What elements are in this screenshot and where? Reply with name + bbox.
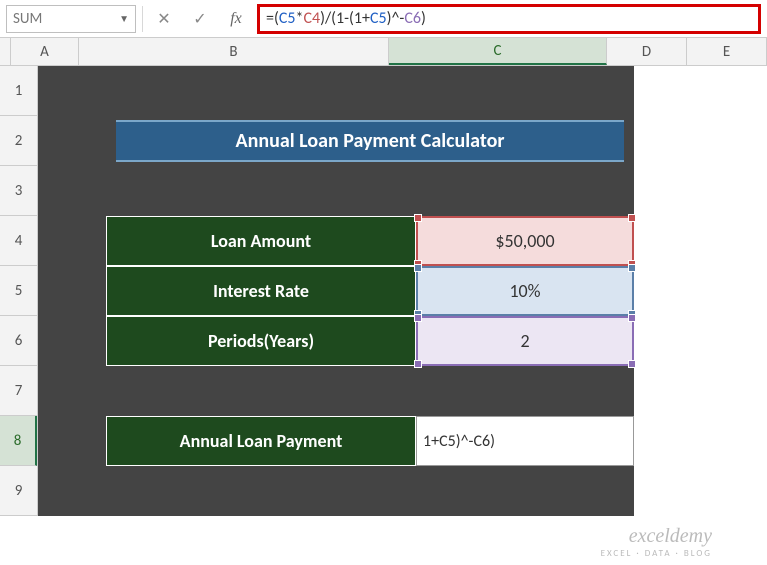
selection-handle[interactable] — [414, 264, 422, 272]
cell-c4-loan-amount[interactable]: $50,000 — [416, 216, 634, 266]
cells-area[interactable]: Annual Loan Payment Calculator Loan Amou… — [38, 66, 767, 516]
cell-c5-value: 10% — [509, 280, 540, 302]
page-title: Annual Loan Payment Calculator — [116, 120, 624, 162]
row-header-8[interactable]: 8 — [0, 416, 37, 466]
chevron-down-icon[interactable]: ▼ — [119, 12, 129, 25]
column-header-d[interactable]: D — [607, 38, 687, 65]
selection-handle[interactable] — [414, 214, 422, 222]
selection-handle[interactable] — [628, 214, 636, 222]
separator — [142, 6, 143, 32]
formula-token: * — [295, 9, 303, 28]
cell-c8-value: 1+C5)^-C6) — [423, 432, 495, 451]
cell-c8-payment-editing[interactable]: 1+C5)^-C6) — [416, 416, 634, 466]
column-header-a[interactable]: A — [11, 38, 79, 65]
column-headers: ABCDE — [0, 38, 767, 66]
formula-token: ) — [421, 9, 426, 28]
formula-token: C5 — [370, 9, 387, 28]
row-header-6[interactable]: 6 — [0, 316, 37, 366]
cell-c6-periods[interactable]: 2 — [416, 316, 634, 366]
formula-token: C5 — [279, 9, 296, 28]
formula-token: ^- — [391, 9, 404, 28]
row-header-3[interactable]: 3 — [0, 166, 37, 216]
fx-icon[interactable]: fx — [221, 5, 251, 33]
watermark-sub: EXCEL · DATA · BLOG — [601, 548, 712, 559]
formula-token: = — [266, 9, 274, 28]
cell-c5-interest-rate[interactable]: 10% — [416, 266, 634, 316]
cell-c6-value: 2 — [520, 330, 529, 352]
name-box[interactable]: SUM ▼ — [6, 5, 136, 33]
label-interest-rate: Interest Rate — [106, 266, 416, 316]
selection-handle[interactable] — [628, 314, 636, 322]
formula-bar: SUM ▼ ✕ ✓ fx =(C5*C4)/(1-(1+C5)^-C6) — [0, 0, 767, 38]
row-headers: 123456789 — [0, 66, 38, 516]
selection-handle[interactable] — [414, 360, 422, 368]
formula-token: C4 — [303, 9, 320, 28]
selection-handle[interactable] — [414, 314, 422, 322]
formula-input[interactable]: =(C5*C4)/(1-(1+C5)^-C6) — [257, 4, 761, 34]
label-loan-amount: Loan Amount — [106, 216, 416, 266]
row-header-9[interactable]: 9 — [0, 466, 37, 516]
row-header-1[interactable]: 1 — [0, 66, 37, 116]
accept-formula-button[interactable]: ✓ — [185, 5, 215, 33]
row-header-4[interactable]: 4 — [0, 216, 37, 266]
label-periods: Periods(Years) — [106, 316, 416, 366]
row-header-7[interactable]: 7 — [0, 366, 37, 416]
formula-token: 1+ — [354, 9, 370, 28]
selection-handle[interactable] — [628, 264, 636, 272]
formula-token: C6 — [404, 9, 421, 28]
formula-token: 1- — [336, 9, 349, 28]
watermark-main: exceldemy — [601, 525, 712, 548]
label-payment: Annual Loan Payment — [106, 416, 416, 466]
cancel-formula-button[interactable]: ✕ — [149, 5, 179, 33]
cell-c4-value: $50,000 — [495, 230, 554, 252]
name-box-value: SUM — [13, 10, 42, 28]
grid: 123456789 Annual Loan Payment Calculator… — [0, 66, 767, 516]
column-header-c[interactable]: C — [389, 38, 607, 65]
selection-handle[interactable] — [628, 360, 636, 368]
row-header-2[interactable]: 2 — [0, 116, 37, 166]
column-header-e[interactable]: E — [687, 38, 767, 65]
row-header-5[interactable]: 5 — [0, 266, 37, 316]
watermark: exceldemy EXCEL · DATA · BLOG — [601, 525, 712, 559]
column-header-b[interactable]: B — [79, 38, 389, 65]
select-all-corner[interactable] — [0, 38, 11, 65]
